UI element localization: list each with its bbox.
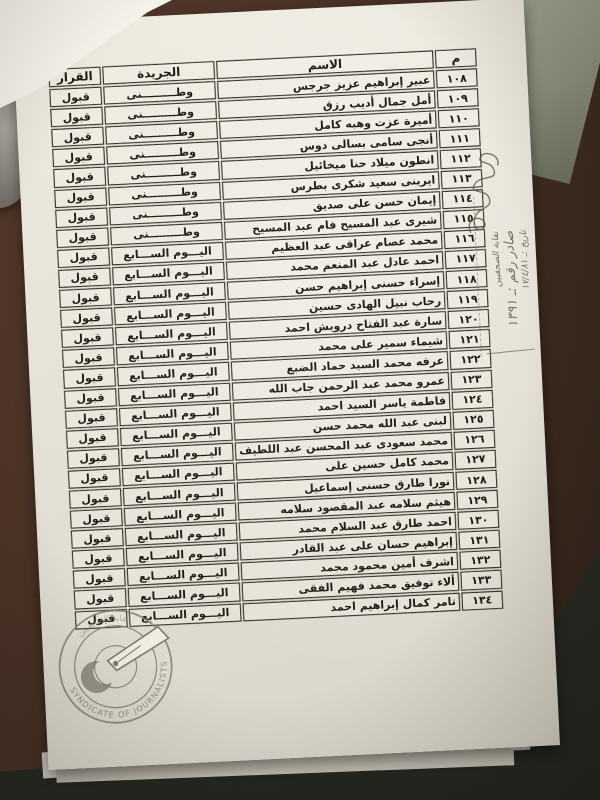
cell-decision: قبول — [64, 387, 117, 409]
cell-decision: قبول — [63, 367, 116, 389]
cell-number: ١٢١ — [448, 329, 491, 350]
cell-number: ١١٧ — [444, 249, 487, 270]
cell-number: ١٠٩ — [436, 88, 479, 109]
cell-decision: قبول — [65, 407, 118, 429]
cell-number: ١٣١ — [458, 530, 501, 551]
cell-number: ١٢٧ — [454, 449, 497, 470]
cell-decision: قبول — [62, 347, 115, 369]
cell-number: ١١١ — [438, 128, 481, 149]
cell-decision: قبول — [50, 106, 104, 128]
cell-decision: قبول — [53, 167, 107, 188]
cell-decision: قبول — [61, 327, 114, 349]
pen-nib-icon — [106, 625, 170, 672]
cell-number: ١٢٣ — [450, 369, 493, 390]
cell-number: ١٢٨ — [455, 469, 498, 490]
cell-decision: قبول — [49, 86, 103, 108]
handwritten-margin-note: نقابة الصحفيين صادر رقم :ـ ١٣٩١ تاريخ :ـ… — [489, 230, 538, 382]
cell-decision: قبول — [67, 468, 121, 489]
cell-decision: قبول — [55, 207, 109, 228]
cell-decision: قبول — [58, 267, 111, 289]
cell-decision: قبول — [70, 528, 124, 549]
cell-number: ١١٠ — [437, 108, 480, 129]
cell-decision: قبول — [57, 247, 111, 268]
cell-decision: قبول — [71, 548, 125, 569]
cell-decision: قبول — [60, 307, 113, 329]
cell-number: ١١٨ — [445, 269, 488, 290]
document-sheet: م الاسم الجريدة القرار ١٠٨ عبير إبراهيم … — [12, 0, 560, 771]
cell-number: ١٣٠ — [457, 509, 500, 531]
cell-number: ١٢٥ — [452, 409, 495, 430]
cell-decision: قبول — [68, 488, 122, 509]
cell-decision: قبول — [72, 568, 126, 590]
cell-number: ١٣٣ — [460, 570, 503, 591]
cell-decision: قبول — [69, 508, 123, 529]
cell-decision: قبول — [52, 146, 106, 168]
cell-number: ١٢٦ — [453, 429, 496, 450]
cell-decision: قبول — [54, 187, 108, 208]
cell-number: ١٣٢ — [459, 550, 502, 571]
cell-decision: قبول — [56, 227, 110, 248]
cell-decision: قبول — [51, 126, 105, 148]
cell-number: ١٠٨ — [435, 68, 478, 89]
cell-decision: قبول — [67, 448, 120, 469]
cell-number: ١٣٤ — [461, 590, 504, 611]
cell-number: ١٢٤ — [451, 389, 494, 410]
header-number: م — [434, 48, 477, 69]
results-table: م الاسم الجريدة القرار ١٠٨ عبير إبراهيم … — [46, 46, 505, 631]
cell-number: ١٢٩ — [456, 489, 499, 510]
cell-number: ١٢٢ — [449, 349, 492, 370]
handwritten-signature — [468, 152, 499, 234]
cell-decision: قبول — [66, 427, 119, 449]
cell-number: ١١٩ — [446, 289, 489, 310]
cell-decision: قبول — [59, 287, 112, 309]
cell-number: ١٢٠ — [447, 309, 490, 330]
